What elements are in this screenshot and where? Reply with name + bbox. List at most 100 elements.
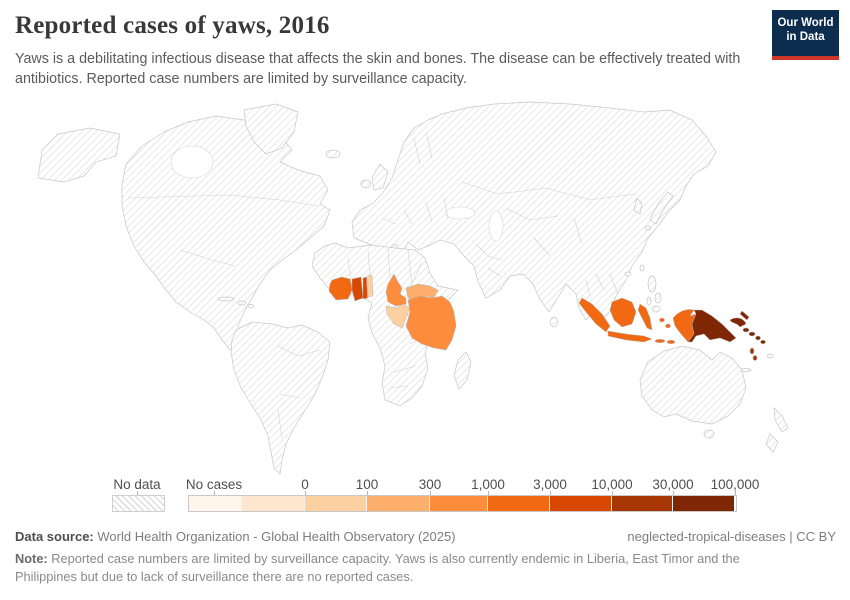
legend-bin-6[interactable] [550,496,612,511]
region-ireland[interactable] [360,179,372,189]
region-greenland[interactable] [243,103,299,155]
note-label: Note: [15,551,48,566]
border-us-mexico [179,249,236,267]
legend-tick-mark [305,491,306,495]
region-japan-south[interactable] [644,225,652,231]
country-indonesia-java[interactable] [607,330,653,343]
region-fiji[interactable] [766,353,774,359]
legend-tick-mark [673,491,674,495]
border-brazil [277,345,321,439]
region-philippines-4[interactable] [651,305,661,313]
legend-no-data-swatch[interactable] [112,495,165,512]
legend-bin-2[interactable] [305,496,367,511]
region-japan[interactable] [649,191,674,225]
region-philippines[interactable] [647,275,657,293]
country-indonesia-sulawesi[interactable] [637,303,653,331]
region-south-america[interactable] [230,321,331,475]
legend-tick-1000: 1,000 [471,477,505,492]
country-ghana[interactable] [351,276,364,302]
country-vanuatu-2[interactable] [752,355,758,361]
country-dr-congo[interactable] [405,295,457,351]
legend-tick-mark [430,491,431,495]
page-title: Reported cases of yaws, 2016 [15,12,330,39]
legend-tick-mark [550,491,551,495]
border-se-asia [585,273,619,297]
country-cameroon[interactable] [385,273,407,307]
region-caribbean-2[interactable] [237,300,247,306]
region-caribbean[interactable] [217,296,235,302]
owid-logo-line2: in Data [786,30,825,43]
region-madagascar[interactable] [453,351,472,390]
legend-tick-10000: 10,000 [591,477,633,492]
legend-tick-100: 100 [355,477,379,492]
country-indonesia-lesser-sunda[interactable] [654,339,666,343]
border-sahara [347,247,423,291]
country-solomon-4[interactable] [760,339,766,345]
data-source-line: Data source: World Health Organization -… [15,529,456,544]
note-value: Reported case numbers are limited by sur… [15,551,740,584]
border-russia-south [461,181,637,201]
country-solomon-3[interactable] [755,335,761,341]
legend-tick-mark [367,491,368,495]
region-philippines-2[interactable] [654,292,662,304]
border-us-canada [127,194,319,207]
legend-bin-8[interactable] [673,496,734,511]
region-caribbean-3[interactable] [247,304,255,308]
black-sea [444,206,476,220]
legend-bin-no-cases[interactable] [189,496,242,511]
country-png-new-ireland[interactable] [739,310,750,321]
region-uk[interactable] [371,163,389,191]
region-philippines-3[interactable] [646,296,652,306]
legend-bin-7[interactable] [612,496,673,511]
country-indonesia-borneo[interactable] [609,297,637,328]
legend-bin-3[interactable] [367,496,430,511]
hudson-bay [170,145,214,179]
country-benin[interactable] [367,274,374,298]
legend-tick-0: 0 [301,477,309,492]
legend-tick-3000: 3,000 [533,477,567,492]
country-png-new-britain[interactable] [729,317,747,328]
legend-tick-300: 300 [418,477,442,492]
chart-subtitle: Yaws is a debilitating infectious diseas… [15,51,741,87]
region-iceland[interactable] [325,149,341,159]
legend-bin-4[interactable] [430,496,488,511]
data-source-value: World Health Organization - Global Healt… [97,529,456,544]
legend-tick-100000: 100,000 [710,477,760,492]
region-new-caledonia[interactable] [740,368,752,372]
country-vanuatu-1[interactable] [749,347,755,355]
country-congo[interactable] [385,303,411,329]
caspian-sea [488,210,504,242]
region-sri-lanka[interactable] [550,316,558,328]
region-hainan[interactable] [624,271,632,277]
country-cote-divoire[interactable] [328,276,353,301]
region-korea[interactable] [633,197,643,215]
legend-bin-5[interactable] [488,496,550,511]
country-solomon-1[interactable] [742,327,750,333]
region-new-zealand-south[interactable] [765,433,779,453]
legend-tick-mark [735,491,736,495]
country-togo[interactable] [362,276,368,300]
region-australia[interactable] [639,345,747,425]
owid-logo[interactable]: Our World in Data [772,10,839,60]
license-link[interactable]: neglected-tropical-diseases | CC BY [627,529,836,544]
country-indonesia-maluku-2[interactable] [665,323,671,329]
legend-tick-mark [137,491,138,495]
legend-bin-1[interactable] [242,496,305,511]
legend-tick-30000: 30,000 [652,477,694,492]
legend-color-bar[interactable] [188,495,737,512]
legend-no-cases-label: No cases [185,477,243,492]
legend-tick-mark [488,491,489,495]
data-source-label: Data source: [15,529,94,544]
legend-tick-mark [214,491,215,495]
country-indonesia-lesser-sunda-2[interactable] [666,340,676,344]
region-alaska[interactable] [37,127,121,183]
region-taiwan[interactable] [639,264,645,272]
country-indonesia-sumatra[interactable] [578,297,611,333]
country-solomon-2[interactable] [748,331,756,337]
world-map[interactable] [30,97,820,477]
region-tasmania[interactable] [703,429,715,439]
country-indonesia-maluku[interactable] [659,317,665,323]
region-new-zealand-north[interactable] [773,407,789,433]
legend-tick-mark [612,491,613,495]
country-papua-new-guinea[interactable] [687,309,737,343]
